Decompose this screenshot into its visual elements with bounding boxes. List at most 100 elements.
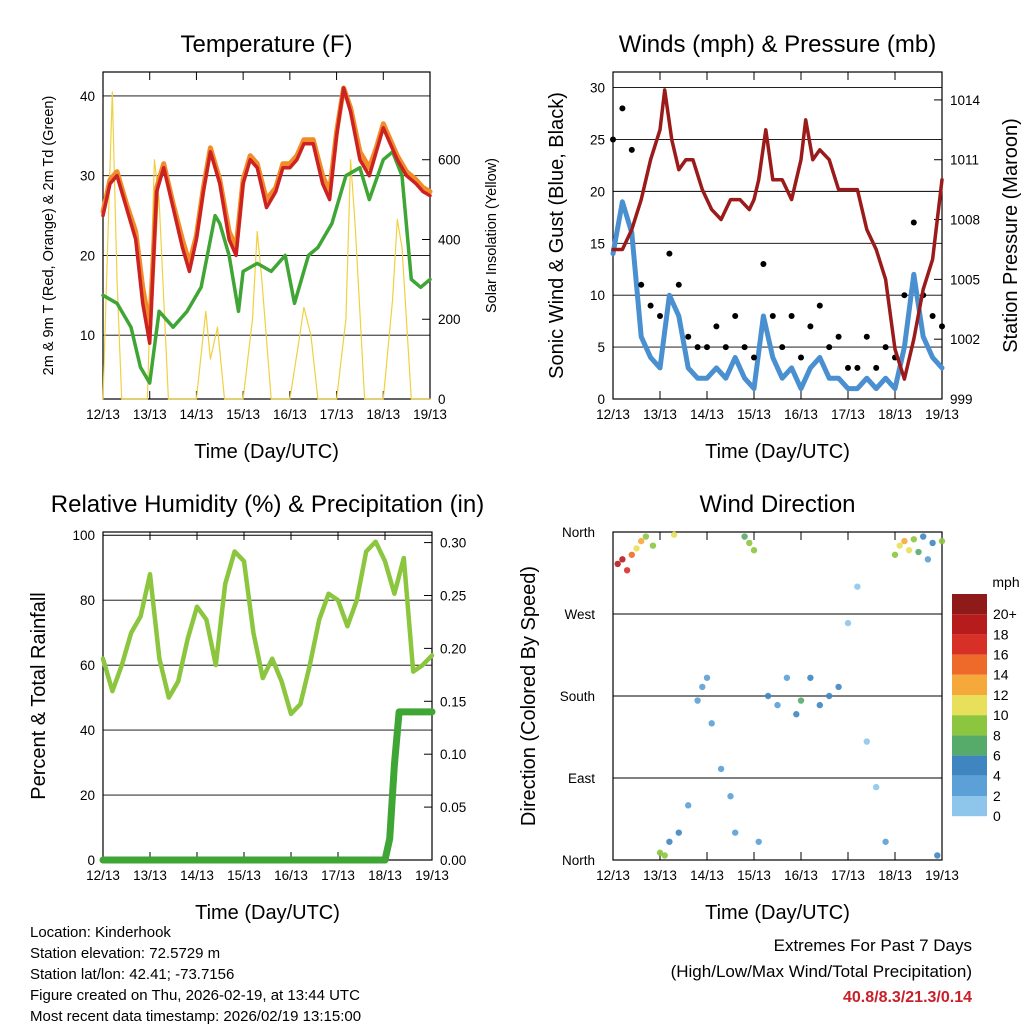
x-tick-label-3-0: 12/13 xyxy=(86,868,120,883)
chart-title-4: Wind Direction xyxy=(699,491,855,518)
series-precip xyxy=(99,708,436,864)
y2-tick-label-3-4: 0.20 xyxy=(440,641,466,656)
direction-point-37 xyxy=(873,783,880,791)
gust-point xyxy=(704,344,710,351)
gust-point xyxy=(826,344,833,351)
y-tick-label-2-6: 30 xyxy=(590,81,605,96)
y-tick-label-2-0: 0 xyxy=(597,392,605,407)
x-tick-label-1-1: 13/13 xyxy=(133,407,167,422)
gust-point xyxy=(816,302,823,309)
y-tick-label-2-3: 15 xyxy=(590,236,605,251)
colorbar-cell xyxy=(952,695,987,716)
chart-title-2: Winds (mph) & Pressure (mb) xyxy=(619,31,936,58)
y-category-label-4: North xyxy=(562,525,595,540)
gust-point xyxy=(845,364,851,371)
gust-point xyxy=(751,354,757,361)
gust-point xyxy=(798,354,804,361)
y2-tick-label-3-1: 0.05 xyxy=(440,800,466,815)
direction-point-33 xyxy=(835,683,842,691)
y-tick-label-3-2: 40 xyxy=(80,723,95,738)
y-axis-label-4: Direction (Colored By Speed) xyxy=(518,566,540,826)
x-axis-label-4: Time (Day/UTC) xyxy=(705,902,850,924)
chart-title-1: Temperature (F) xyxy=(180,31,352,58)
direction-point-31 xyxy=(816,701,823,709)
series-dewpoint xyxy=(101,150,432,385)
gust-point xyxy=(835,333,842,340)
colorbar-label-8: 4 xyxy=(993,768,1001,784)
y-tick-label-2-1: 5 xyxy=(597,340,605,355)
colorbar-label-3: 14 xyxy=(993,667,1009,683)
direction-point-42 xyxy=(905,547,913,554)
direction-point-19 xyxy=(727,793,734,800)
y2-axis-label-1: Solar Insolation (Yellow) xyxy=(484,158,500,313)
y2-tick-label-2-4: 1011 xyxy=(950,153,979,168)
gust-point xyxy=(675,281,682,288)
x-tick-label-4-2: 14/13 xyxy=(690,868,724,883)
direction-point-6 xyxy=(642,533,650,540)
colorbar-cell xyxy=(952,755,987,776)
wind-direction-chart: Wind Direction 12/13 13/13 14/13 15/13 16/13 1… xyxy=(518,491,1020,924)
direction-point-7 xyxy=(649,542,657,549)
gust-point xyxy=(713,323,720,330)
x-tick-label-3-2: 14/13 xyxy=(180,868,214,883)
series-wind xyxy=(610,199,945,392)
x-tick-label-1-6: 18/13 xyxy=(366,407,400,422)
x-tick-label-4-0: 12/13 xyxy=(596,868,630,883)
y-tick-label-1-1: 20 xyxy=(80,248,95,263)
y2-tick-label-2-5: 1014 xyxy=(950,93,981,108)
x-tick-label-1-3: 15/13 xyxy=(226,407,260,422)
gust-point xyxy=(910,219,917,226)
colorbar: mph 20+ 18 16 14 12 10 8 6 4 2 0 xyxy=(952,574,1020,824)
series-temp-2m xyxy=(101,86,432,345)
y2-tick-label-2-2: 1005 xyxy=(950,272,980,287)
direction-point-38 xyxy=(882,838,889,845)
colorbar-cell xyxy=(952,654,987,675)
direction-point-1 xyxy=(619,556,626,563)
direction-point-39 xyxy=(891,551,899,558)
direction-point-11 xyxy=(670,531,678,538)
y-tick-label-3-1: 20 xyxy=(80,788,95,803)
colorbar-label-4: 12 xyxy=(993,687,1009,703)
direction-point-16 xyxy=(703,674,711,681)
direction-point-0 xyxy=(614,560,621,568)
direction-point-21 xyxy=(741,533,748,540)
direction-point-24 xyxy=(755,838,762,845)
x-tick-label-3-5: 17/13 xyxy=(321,868,355,883)
gust-point xyxy=(882,344,889,351)
direction-point-49 xyxy=(938,537,946,545)
x-tick-label-1-2: 14/13 xyxy=(180,407,214,422)
direction-point-35 xyxy=(854,583,861,590)
y-tick-label-2-4: 20 xyxy=(590,184,605,199)
colorbar-cell xyxy=(952,735,987,756)
gust-point xyxy=(769,312,776,319)
y2-tick-label-2-3: 1008 xyxy=(950,213,980,228)
gust-point xyxy=(647,302,654,309)
station-info: Location: Kinderhook Station elevation: … xyxy=(30,922,361,1027)
direction-point-25 xyxy=(764,692,772,700)
gust-point xyxy=(685,333,692,340)
gust-point xyxy=(760,261,767,268)
colorbar-label-7: 6 xyxy=(993,748,1001,764)
direction-point-23 xyxy=(750,547,758,554)
y2-axis-label-2: Station Pressure (Maroon) xyxy=(1000,118,1022,353)
x-tick-label-2-1: 13/13 xyxy=(643,407,677,422)
x-tick-label-3-1: 13/13 xyxy=(133,868,167,883)
gust-point xyxy=(619,105,626,112)
direction-point-22 xyxy=(746,539,753,547)
y2-tick-label-3-3: 0.15 xyxy=(440,694,466,709)
direction-point-3 xyxy=(628,551,635,558)
colorbar-cell xyxy=(952,796,987,817)
direction-point-20 xyxy=(732,829,739,836)
direction-point-13 xyxy=(685,802,692,809)
gust-point xyxy=(939,323,945,330)
direction-point-10 xyxy=(666,838,673,845)
direction-point-28 xyxy=(793,711,800,718)
gust-point xyxy=(807,323,814,330)
gust-point xyxy=(854,364,861,371)
gust-point xyxy=(873,364,880,371)
station-location: Location: Kinderhook xyxy=(30,924,171,941)
y-tick-label-3-4: 80 xyxy=(80,593,95,608)
y2-tick-label-3-5: 0.25 xyxy=(440,588,466,603)
series-solar-insolation xyxy=(102,91,431,400)
gust-point xyxy=(863,333,870,340)
